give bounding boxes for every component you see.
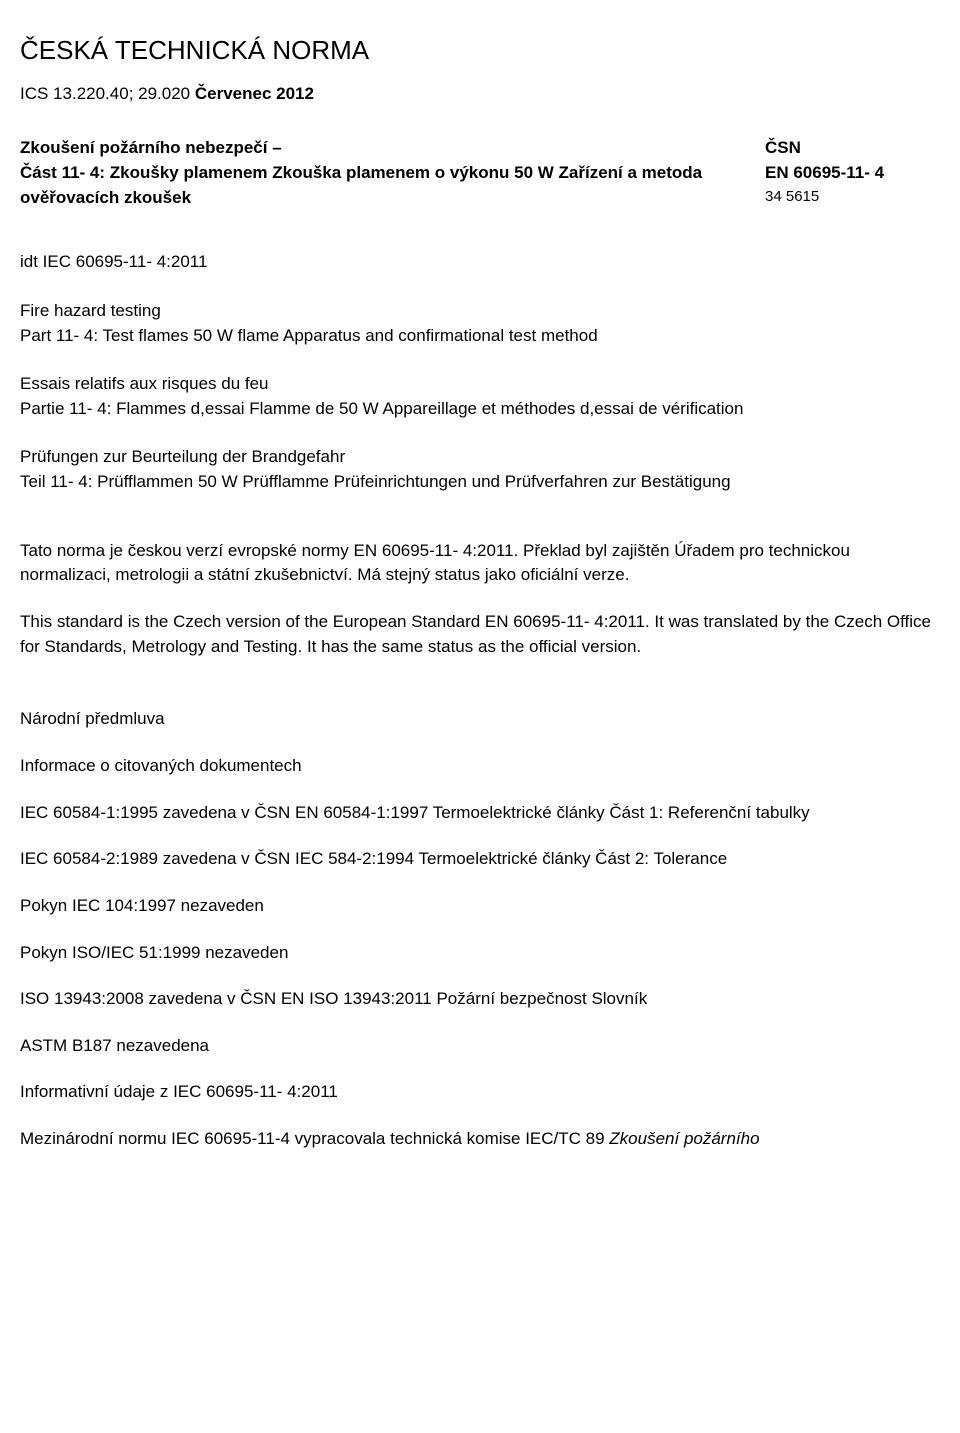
ics-line: ICS 13.220.40; 29.020 Červenec 2012 — [20, 82, 940, 107]
english-sub: Part 11- 4: Test flames 50 W flame Appar… — [20, 324, 940, 349]
cited-doc: ASTM B187 nezavedena — [20, 1034, 940, 1059]
cited-doc: IEC 60584-1:1995 zavedena v ČSN EN 60584… — [20, 801, 940, 826]
cited-doc: ISO 13943:2008 zavedena v ČSN EN ISO 139… — [20, 987, 940, 1012]
document-title: ČESKÁ TECHNICKÁ NORMA — [20, 32, 940, 70]
german-sub: Teil 11- 4: Prüfflammen 50 W Prüfflamme … — [20, 470, 940, 495]
committee-note: Mezinárodní normu IEC 60695-11-4 vypraco… — [20, 1127, 940, 1152]
english-block: Fire hazard testing Part 11- 4: Test fla… — [20, 299, 940, 348]
cited-docs-heading: Informace o citovaných dokumentech — [20, 754, 940, 779]
german-block: Prüfungen zur Beurteilung der Brandgefah… — [20, 445, 940, 494]
committee-note-italic: Zkoušení požárního — [609, 1129, 759, 1148]
issue-date: Červenec 2012 — [195, 84, 314, 103]
meta-right: ČSN EN 60695-11- 4 34 5615 — [765, 136, 940, 207]
national-foreword-heading: Národní předmluva — [20, 707, 940, 732]
french-title: Essais relatifs aux risques du feu — [20, 372, 940, 397]
cited-doc: Pokyn IEC 104:1997 nezaveden — [20, 894, 940, 919]
french-sub: Partie 11- 4: Flammes d,essai Flamme de … — [20, 397, 940, 422]
classification-code: 34 5615 — [765, 186, 940, 208]
meta-left: Zkoušení požárního nebezpečí – Část 11- … — [20, 136, 749, 210]
german-title: Prüfungen zur Beurteilung der Brandgefah… — [20, 445, 940, 470]
english-note: This standard is the Czech version of th… — [20, 610, 940, 659]
subject-subtitle: Část 11- 4: Zkoušky plamenem Zkouška pla… — [20, 161, 749, 210]
ics-code: ICS 13.220.40; 29.020 — [20, 84, 195, 103]
czech-note: Tato norma je českou verzí evropské norm… — [20, 539, 940, 588]
cited-doc: IEC 60584-2:1989 zavedena v ČSN IEC 584-… — [20, 847, 940, 872]
idt-reference: idt IEC 60695-11- 4:2011 — [20, 250, 940, 275]
english-title: Fire hazard testing — [20, 299, 940, 324]
subject-title: Zkoušení požárního nebezpečí – — [20, 136, 749, 161]
committee-note-text: Mezinárodní normu IEC 60695-11-4 vypraco… — [20, 1129, 609, 1148]
csn-label: ČSN — [765, 136, 940, 161]
meta-block: Zkoušení požárního nebezpečí – Část 11- … — [20, 136, 940, 210]
french-block: Essais relatifs aux risques du feu Parti… — [20, 372, 940, 421]
informative-heading: Informativní údaje z IEC 60695-11- 4:201… — [20, 1080, 940, 1105]
cited-doc: Pokyn ISO/IEC 51:1999 nezaveden — [20, 941, 940, 966]
en-code: EN 60695-11- 4 — [765, 161, 940, 186]
